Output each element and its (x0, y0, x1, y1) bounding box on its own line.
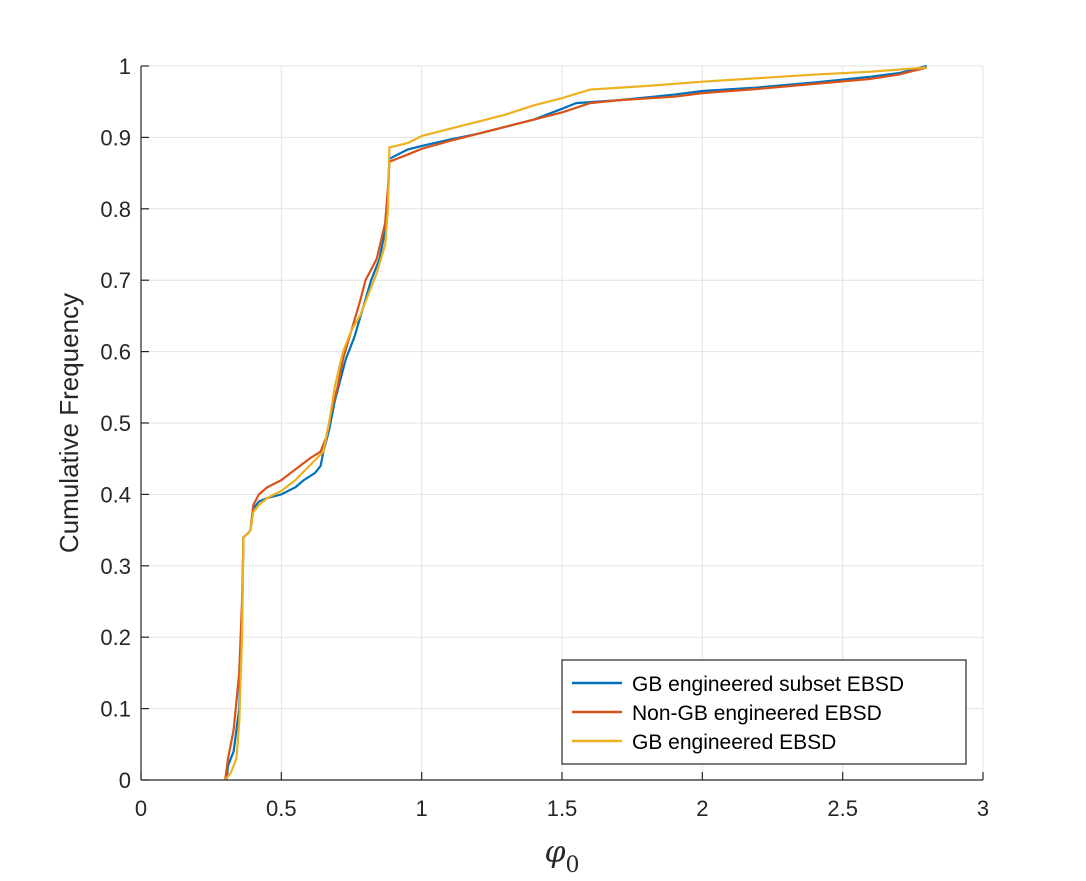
x-tick-label: 1 (416, 796, 428, 821)
series-line-3 (224, 66, 927, 781)
legend-label: GB engineered EBSD (632, 731, 836, 754)
y-tick-label: 0 (119, 768, 131, 793)
x-tick-label: 2 (696, 796, 708, 821)
legend: GB engineered subset EBSD Non-GB engineer… (561, 659, 967, 765)
y-tick-label: 0.5 (100, 411, 131, 436)
y-tick-label: 0.7 (100, 268, 131, 293)
x-axis-symbol: φ (544, 835, 565, 870)
series-layer (224, 64, 928, 781)
axes (140, 65, 984, 781)
x-tick-label: 3 (977, 796, 989, 821)
x-tick-label: 0 (135, 796, 147, 821)
x-tick-label: 2.5 (827, 796, 858, 821)
y-tick-label: 0.6 (100, 340, 131, 365)
y-tick-label: 0.9 (100, 125, 131, 150)
x-axis-title: φ0 (544, 835, 579, 878)
y-axis-title: Cumulative Frequency (54, 293, 84, 553)
x-axis-subscript: 0 (566, 853, 580, 878)
y-tick-label: 1 (119, 54, 131, 79)
y-tick-label: 0.3 (100, 554, 131, 579)
y-tick-label: 0.2 (100, 625, 131, 650)
legend-label: GB engineered subset EBSD (632, 673, 904, 696)
x-tick-label: 0.5 (266, 796, 297, 821)
y-tick-label: 0.8 (100, 197, 131, 222)
y-tick-label: 0.4 (100, 482, 131, 507)
tick-labels: 0 0.5 1 1.5 2 2.5 3 0 0.1 0.2 0.3 0.4 0.5 0.6 0.7 0.8 0.… (100, 54, 989, 821)
x-tick-label: 1.5 (547, 796, 578, 821)
y-tick-label: 0.1 (100, 697, 131, 722)
legend-label: Non-GB engineered EBSD (632, 702, 882, 725)
legend-box (561, 659, 967, 765)
